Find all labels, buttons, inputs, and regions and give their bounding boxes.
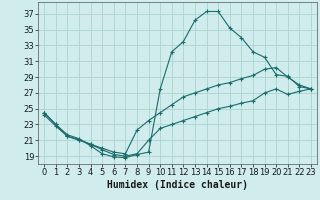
X-axis label: Humidex (Indice chaleur): Humidex (Indice chaleur) xyxy=(107,180,248,190)
